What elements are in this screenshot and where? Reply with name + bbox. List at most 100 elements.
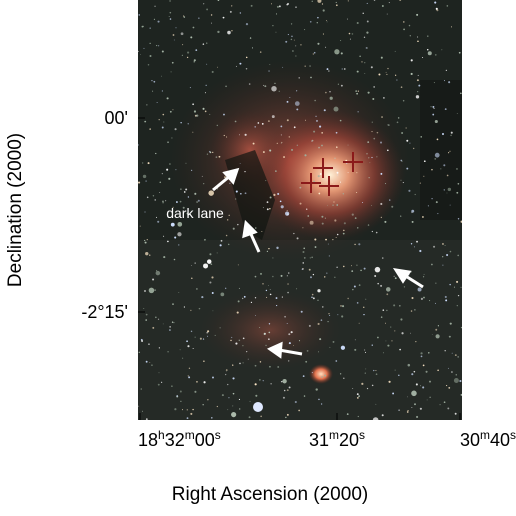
star xyxy=(171,385,173,387)
star xyxy=(448,81,451,84)
star xyxy=(239,62,242,65)
star xyxy=(217,30,220,34)
star xyxy=(231,336,233,338)
star xyxy=(277,192,280,195)
star xyxy=(231,412,237,418)
star xyxy=(456,305,458,307)
star xyxy=(315,119,319,122)
star xyxy=(308,324,311,327)
star xyxy=(422,364,425,367)
star xyxy=(352,288,354,291)
star xyxy=(264,85,267,88)
star xyxy=(364,62,366,64)
star xyxy=(259,51,262,53)
star xyxy=(362,12,364,14)
star xyxy=(321,222,324,225)
star xyxy=(295,45,297,47)
star xyxy=(248,416,251,419)
star xyxy=(280,142,282,144)
star xyxy=(333,201,335,203)
star xyxy=(327,243,329,245)
star xyxy=(432,113,435,116)
star xyxy=(226,136,228,138)
source-markers xyxy=(301,152,363,196)
star xyxy=(336,204,339,206)
star xyxy=(312,297,315,300)
star xyxy=(162,323,164,325)
star xyxy=(358,284,361,286)
star xyxy=(326,272,328,274)
star xyxy=(403,28,405,31)
star xyxy=(284,315,286,318)
star xyxy=(343,377,345,379)
star xyxy=(251,47,254,49)
star xyxy=(266,208,269,211)
star xyxy=(376,131,379,134)
star xyxy=(158,119,160,121)
star xyxy=(431,168,433,171)
star xyxy=(207,330,210,333)
star xyxy=(334,276,336,279)
star xyxy=(304,29,306,31)
star xyxy=(293,126,296,129)
star xyxy=(231,5,233,7)
star xyxy=(236,311,239,314)
star xyxy=(218,155,221,158)
star xyxy=(427,51,432,56)
star xyxy=(326,21,328,23)
star xyxy=(373,86,375,88)
star xyxy=(334,219,337,222)
star xyxy=(443,401,446,404)
star xyxy=(335,360,338,362)
star xyxy=(187,196,190,198)
star xyxy=(206,8,209,11)
star xyxy=(321,215,324,218)
x-tick-labels: 18h32m00s 31m20s 30m40s xyxy=(138,428,516,450)
star xyxy=(158,372,160,374)
star xyxy=(414,403,416,406)
star xyxy=(156,270,158,272)
star xyxy=(318,398,320,401)
star xyxy=(431,263,433,266)
star xyxy=(217,0,220,1)
star xyxy=(381,5,384,7)
star xyxy=(321,144,323,147)
star xyxy=(391,340,393,342)
star xyxy=(168,177,171,180)
star xyxy=(311,0,313,2)
tick-marks xyxy=(138,117,461,420)
star xyxy=(173,321,175,324)
star xyxy=(315,388,318,391)
star xyxy=(159,181,162,184)
star xyxy=(144,120,147,123)
star xyxy=(268,247,270,250)
star xyxy=(411,390,417,397)
star xyxy=(139,225,141,227)
star xyxy=(155,270,161,276)
star xyxy=(201,175,203,177)
star xyxy=(365,47,368,49)
star xyxy=(324,374,327,377)
star xyxy=(384,183,387,185)
star xyxy=(209,113,211,115)
annotation: dark lane xyxy=(166,205,224,221)
star xyxy=(314,99,316,102)
star xyxy=(393,304,396,307)
star xyxy=(427,205,429,207)
star xyxy=(238,339,241,342)
star xyxy=(179,349,181,351)
star xyxy=(356,264,358,266)
star xyxy=(282,396,285,399)
star xyxy=(190,330,193,333)
star xyxy=(441,49,443,51)
star xyxy=(340,345,346,350)
star xyxy=(219,327,221,329)
star xyxy=(321,376,324,378)
star xyxy=(360,269,362,272)
star xyxy=(348,32,351,35)
star xyxy=(185,188,188,191)
star xyxy=(457,254,460,257)
star xyxy=(232,392,235,395)
star xyxy=(435,201,438,204)
star xyxy=(436,9,439,12)
